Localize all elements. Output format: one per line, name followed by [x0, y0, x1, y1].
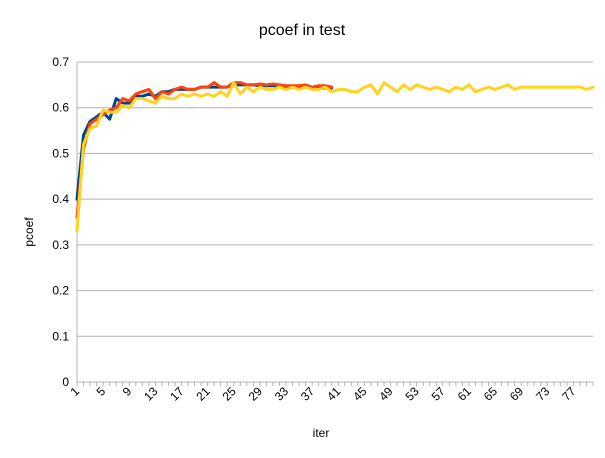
x-tick-label: 1: [67, 384, 82, 399]
x-tick-label: 73: [533, 384, 553, 404]
chart-title: pcoef in test: [259, 22, 346, 39]
x-tick-label: 65: [481, 384, 501, 404]
grid-lines: [76, 61, 593, 383]
x-tick-label: 61: [455, 384, 475, 404]
y-tick-label: 0.5: [52, 146, 69, 160]
line-series-blue: [75, 83, 334, 201]
x-tick-label: 53: [402, 384, 422, 404]
line-series-orange: [75, 81, 334, 219]
y-axis-ticks: 0 0.1 0.2 0.3 0.4 0.5 0.6 0.7: [52, 55, 69, 389]
x-tick-label: 49: [376, 384, 396, 404]
y-tick-label: 0.4: [52, 192, 69, 206]
x-axis-label: iter: [313, 426, 330, 440]
y-tick-label: 0.6: [52, 101, 69, 115]
x-tick-label: 29: [246, 384, 266, 404]
x-tick-label: 13: [141, 384, 161, 404]
x-tick-label: 33: [272, 384, 292, 404]
x-axis-ticks: 1 5 9 13 17 21 25 29 33 37 41 45 49 53 57 61 65 69 73 77: [67, 382, 594, 404]
x-tick-label: 21: [193, 384, 213, 404]
x-tick-label: 45: [350, 384, 370, 404]
y-tick-label: 0: [62, 375, 69, 389]
x-tick-label: 17: [167, 384, 187, 404]
y-tick-label: 0.2: [52, 284, 69, 298]
x-tick-label: 57: [429, 384, 449, 404]
y-tick-label: 0.3: [52, 238, 69, 252]
x-tick-label: 41: [324, 384, 344, 404]
y-tick-label: 0.1: [52, 329, 69, 343]
y-tick-label: 0.7: [52, 55, 69, 69]
line-series-yellow: [75, 81, 595, 233]
x-tick-label: 25: [220, 384, 240, 404]
x-tick-label: 5: [94, 384, 109, 399]
x-tick-label: 37: [298, 384, 318, 404]
y-axis-label: pcoef: [22, 217, 36, 247]
series-lines: [75, 81, 595, 233]
x-tick-label: 77: [559, 384, 579, 404]
x-tick-label: 9: [120, 384, 135, 399]
x-tick-label: 69: [507, 384, 527, 404]
